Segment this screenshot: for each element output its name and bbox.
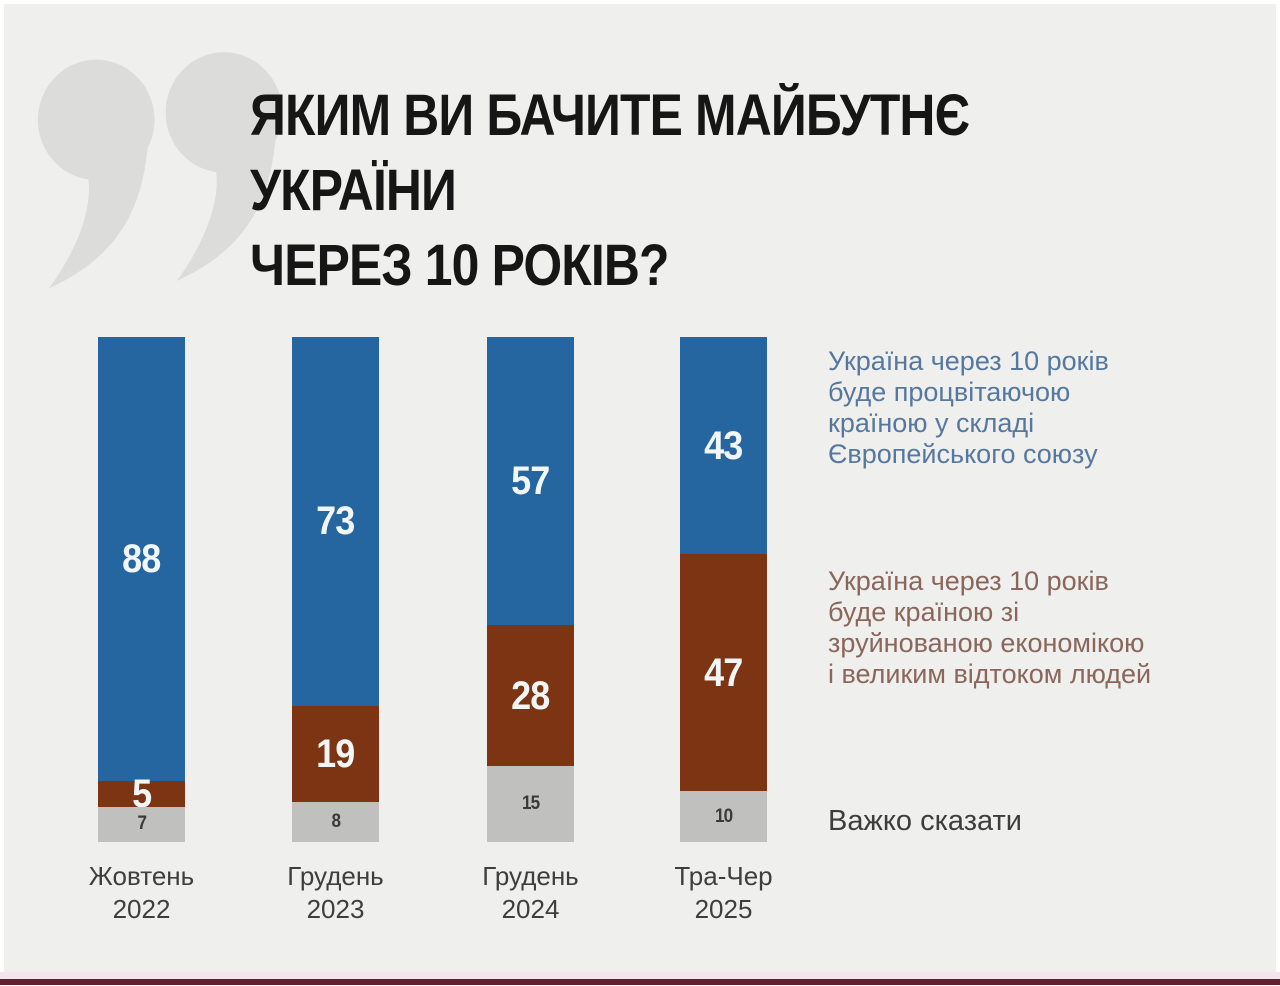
legend-label-hard-to-say: Важко сказати [828,805,1022,837]
bar-1-segment-1: 88 [98,337,185,782]
bar-2-segment-1: 73 [292,337,379,706]
bottom-accent-bar [0,979,1280,985]
quote-icon [37,52,283,289]
page-title: ЯКИМ ВИ БАЧИТЕ МАЙБУТНЄ УКРАЇНИ ЧЕРЕЗ 10… [250,83,970,298]
category-label-3: Грудень 2024 [482,861,579,924]
bar-2-segment-2: 19 [292,705,379,802]
bar-3: 57 28 15 [487,337,574,842]
quote-comma-left [37,59,155,289]
bar-3-segment-2: 28 [487,624,574,767]
legend-label-ruined-economy: Україна через 10 років буде країною зі з… [828,566,1152,689]
bar-3-segment-3: 15 [487,766,574,842]
bar-4-segment-3: 10 [680,791,767,842]
quote-comma-right [165,52,283,281]
bar-2-segment-3: 8 [292,801,379,842]
category-label-2: Грудень 2023 [287,861,384,924]
category-label-4: Тра-Чер 2025 [674,861,773,924]
bar-4-segment-1: 43 [680,337,767,555]
bar-1: 88 5 7 [98,337,185,842]
bar-3-segment-1: 57 [487,337,574,625]
bar-1-segment-3: 7 [98,806,185,842]
bottom-accent-band [0,972,1280,979]
chart: 88 5 7 73 19 8 57 28 15 43 47 10 [0,337,820,842]
bar-4-segment-2: 47 [680,554,767,792]
bar-4: 43 47 10 [680,337,767,842]
bar-1-segment-2: 5 [98,774,185,814]
legend-label-eu-prosperous: Україна через 10 років буде процвітаючою… [828,346,1109,469]
bar-2: 73 19 8 [292,337,379,842]
category-label-1: Жовтень 2022 [88,861,195,924]
